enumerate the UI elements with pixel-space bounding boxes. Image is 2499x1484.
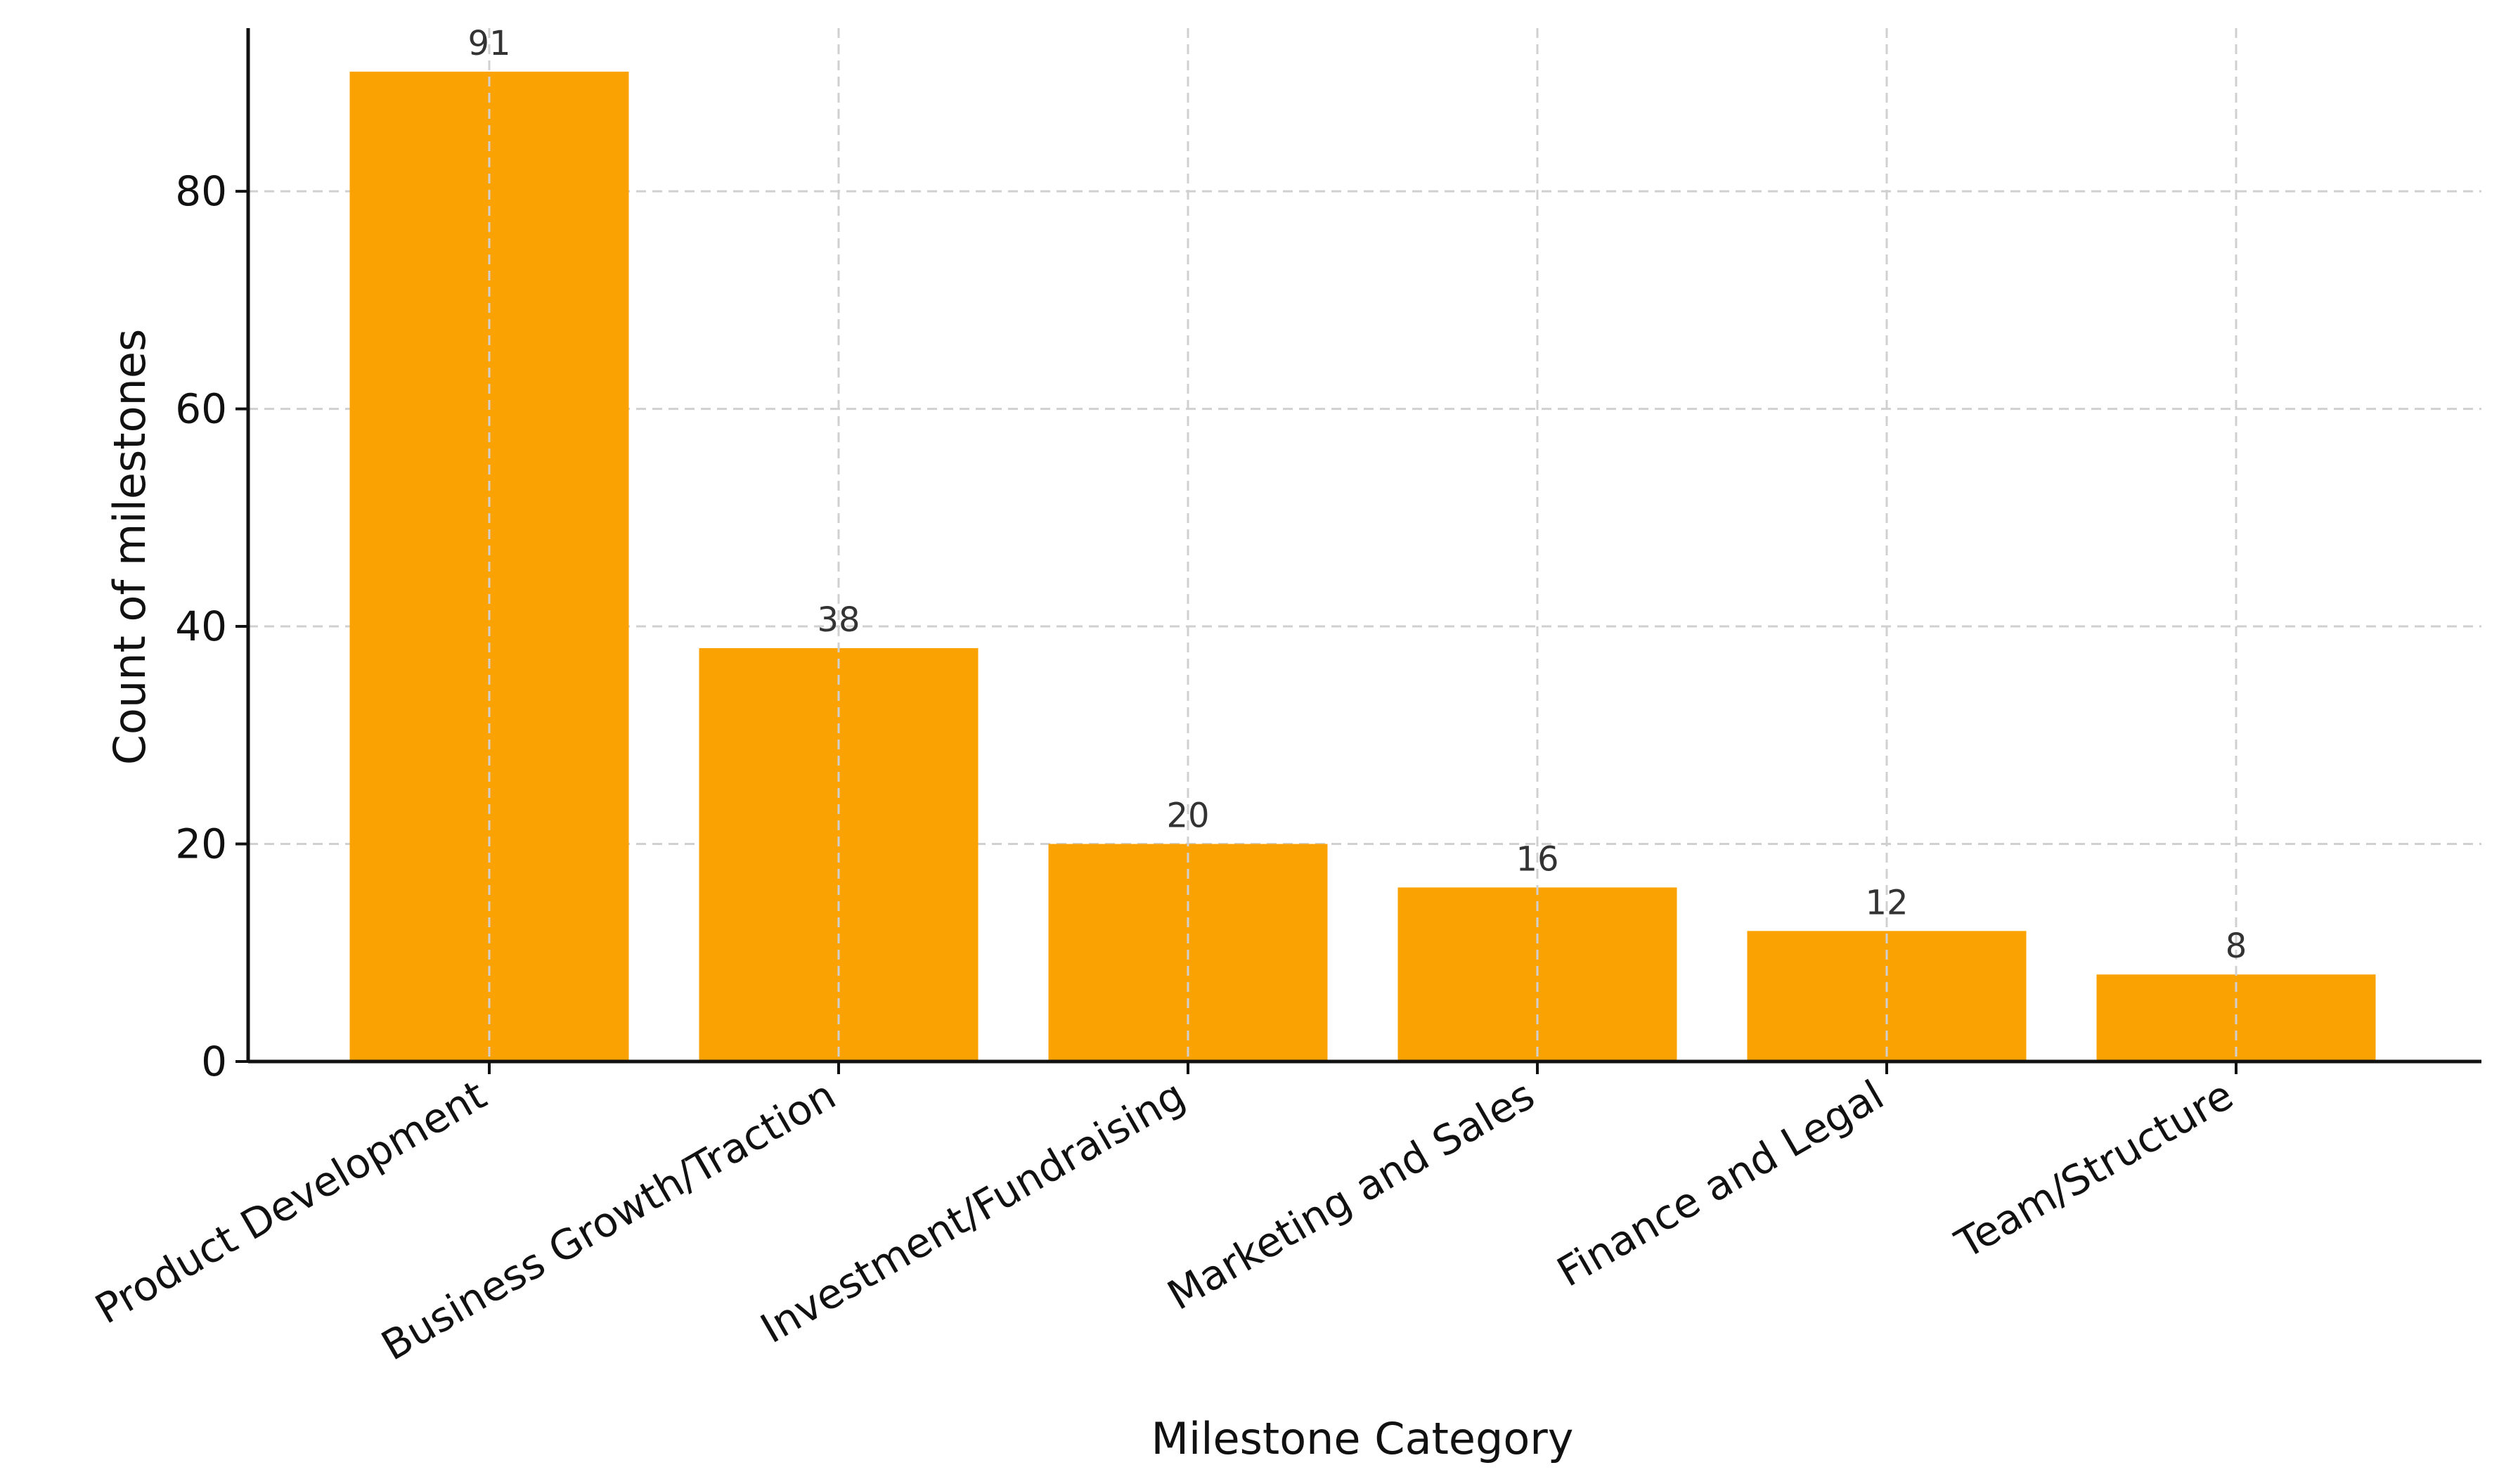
data-label: 38 [817, 600, 860, 640]
y-tick-label: 60 [175, 385, 227, 433]
axes [246, 28, 2481, 1064]
y-tick-label: 40 [175, 602, 227, 650]
vertical-grid [488, 28, 2238, 1062]
data-label: 20 [1166, 796, 1209, 836]
data-label: 12 [1865, 883, 1908, 922]
data-label: 91 [467, 24, 510, 63]
bars [349, 71, 2376, 1062]
x-tick-label: Finance and Legal [1549, 1071, 1892, 1296]
x-tick-label: Marketing and Sales [1160, 1071, 1542, 1320]
data-labels: 91 38 20 16 12 8 [467, 24, 2247, 966]
x-axis-title: Milestone Category [1151, 1413, 1574, 1464]
y-axis-ticks: 0 20 40 60 80 [175, 167, 248, 1085]
y-tick-label: 80 [175, 167, 227, 215]
y-tick-label: 0 [201, 1038, 227, 1085]
y-tick-label: 20 [175, 820, 227, 868]
x-tick-label: Team/Structure [1947, 1071, 2241, 1268]
data-label: 16 [1516, 839, 1558, 879]
y-axis-title: Count of milestones [104, 329, 155, 766]
data-label: 8 [2226, 927, 2247, 966]
